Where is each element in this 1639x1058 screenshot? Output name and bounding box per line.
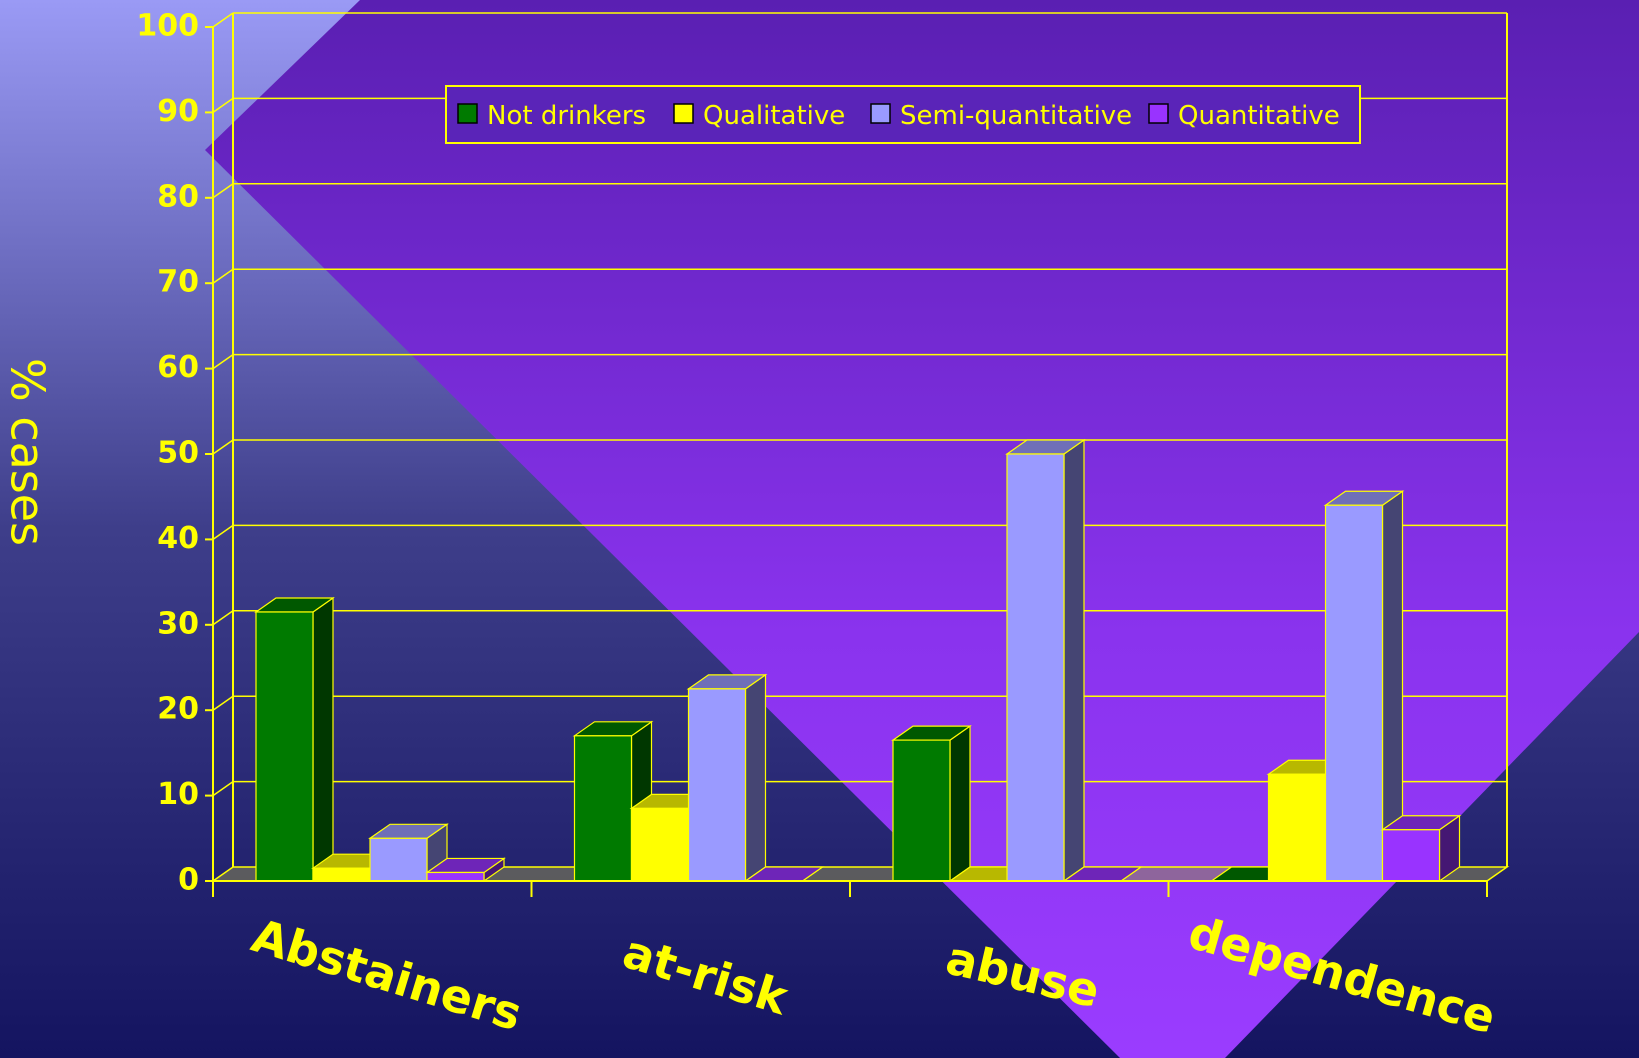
bar-front	[255, 611, 314, 882]
legend-label-not-drinkers: Not drinkers	[487, 101, 646, 131]
gridline-side	[212, 524, 234, 541]
gridline-side	[212, 268, 234, 284]
bar-side	[744, 673, 767, 883]
bar-front	[573, 735, 633, 882]
y-tick-label: 60	[157, 350, 199, 385]
legend: Not drinkers Qualitative Semi-quantitati…	[445, 85, 1361, 144]
bar-front	[1324, 504, 1384, 882]
y-tick-label: 20	[157, 692, 199, 727]
legend-swatch-semi-quantitative	[870, 103, 891, 124]
y-tick-label: 10	[157, 777, 199, 812]
bar-front	[369, 837, 428, 882]
legend-swatch-not-drinkers	[457, 103, 478, 124]
y-tick-labels: 0 10 20 30 40 50 60 70 80 90 100	[136, 9, 199, 898]
gridline-side	[212, 183, 234, 199]
bar	[368, 823, 449, 883]
y-tick-label: 30	[157, 606, 199, 641]
bar	[686, 673, 768, 883]
bar	[1323, 490, 1405, 883]
y-tick-label: 0	[178, 863, 199, 898]
y-tick-label: 90	[157, 94, 199, 129]
bar	[891, 724, 972, 883]
bar-side	[312, 596, 334, 883]
bar	[1062, 866, 1143, 882]
bar	[1005, 438, 1086, 883]
y-axis-label: % cases	[1, 358, 55, 546]
gridline-side	[212, 780, 234, 797]
y-tick-label: 80	[157, 179, 199, 214]
bar	[425, 857, 506, 883]
bar-side	[1063, 438, 1085, 883]
bar	[1380, 814, 1462, 883]
gridline-side	[212, 695, 234, 711]
bar-side	[949, 724, 971, 883]
legend-swatch-quantitative	[1148, 103, 1169, 124]
legend-label-qualitative: Qualitative	[703, 101, 845, 131]
gridline-side	[212, 12, 234, 28]
y-tick-label: 70	[157, 265, 199, 300]
bar-front	[892, 739, 951, 882]
bar-front	[687, 688, 747, 882]
legend-label-quantitative: Quantitative	[1178, 101, 1340, 131]
bar-front	[630, 807, 690, 882]
legend-swatch-qualitative	[673, 103, 694, 124]
bar-front	[1006, 453, 1065, 882]
gridline-side	[212, 610, 234, 626]
bar-front	[312, 867, 371, 882]
axes	[205, 26, 1488, 897]
legend-label-semi-quantitative: Semi-quantitative	[900, 101, 1132, 131]
legend-box	[445, 85, 1361, 144]
y-tick-label: 50	[157, 436, 199, 471]
y-tick-label: 100	[136, 9, 199, 44]
bar-front	[1267, 773, 1327, 882]
gridline-side	[212, 439, 234, 455]
gridline-side	[212, 353, 234, 370]
bar-front	[1381, 829, 1441, 882]
gridline-side	[212, 97, 234, 114]
bar	[254, 596, 335, 883]
bars	[254, 438, 1462, 883]
bar-front	[426, 871, 485, 882]
y-tick-label: 40	[157, 521, 199, 556]
